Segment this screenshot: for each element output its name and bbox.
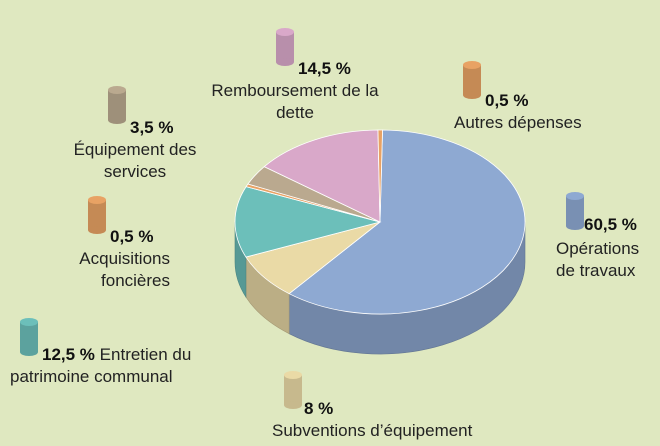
legend-icon-base xyxy=(284,401,302,409)
legend-icon-base xyxy=(463,91,481,99)
legend-icon-base xyxy=(20,348,38,356)
category-label: Équipement des services xyxy=(73,140,197,181)
slice xyxy=(234,186,382,258)
legend-icon-base xyxy=(276,58,294,66)
name-block: Remboursement de la dette xyxy=(210,80,380,124)
legend-icon-base xyxy=(566,222,584,230)
value-label: 0,5 % xyxy=(110,227,154,246)
name-block: Subventions d’équipement xyxy=(272,420,532,442)
value-label: 12,5 % xyxy=(42,345,95,364)
name-block: Équipement des services xyxy=(60,139,210,183)
category-label: Opérations de travaux xyxy=(556,239,640,280)
slice xyxy=(288,129,526,315)
value-label: 14,5 % xyxy=(298,59,351,78)
legend-icon-top xyxy=(88,196,106,204)
category-label: Autres dépenses xyxy=(454,113,582,132)
legend-icon xyxy=(108,90,126,120)
legend-icon xyxy=(88,200,106,230)
category-label: Remboursement de la dette xyxy=(211,81,379,122)
slice xyxy=(263,129,381,223)
category-label: Acquisitions foncières xyxy=(79,249,170,290)
name-block: Autres dépenses xyxy=(454,112,634,134)
legend-icon xyxy=(463,65,481,95)
legend-icon xyxy=(284,375,302,405)
legend-icon xyxy=(20,322,38,352)
legend-icon xyxy=(566,196,584,226)
legend-icon-top xyxy=(276,28,294,36)
value-label: 60,5 % xyxy=(584,215,637,234)
value-block: 0,5 % xyxy=(485,90,528,112)
category-label: Subventions d’équipement xyxy=(272,421,473,440)
legend-icon xyxy=(276,32,294,62)
legend-icon-base xyxy=(108,116,126,124)
legend-icon-top xyxy=(284,371,302,379)
legend-icon-top xyxy=(108,86,126,94)
value-block: 8 % xyxy=(304,398,333,420)
value-block: 3,5 % xyxy=(130,117,173,139)
name-block: Acquisitions foncières xyxy=(40,248,170,292)
legend-icon-top xyxy=(20,318,38,326)
value-label: 8 % xyxy=(304,399,334,418)
slice-label: 12,5 % Entretien du patrimoine communal xyxy=(10,344,240,388)
value-label: 3,5 % xyxy=(130,118,174,137)
legend-icon-base xyxy=(88,226,106,234)
legend-icon-top xyxy=(566,192,584,200)
value-block: 60,5 % xyxy=(584,214,637,236)
value-label: 0,5 % xyxy=(485,91,529,110)
slice xyxy=(377,129,383,223)
category-label: Entretien du patrimoine communal xyxy=(10,345,192,386)
value-block: 14,5 % xyxy=(298,58,351,80)
value-block: 0,5 % xyxy=(110,226,153,248)
name-block: Opérations de travaux xyxy=(556,238,656,282)
legend-icon-top xyxy=(463,61,481,69)
